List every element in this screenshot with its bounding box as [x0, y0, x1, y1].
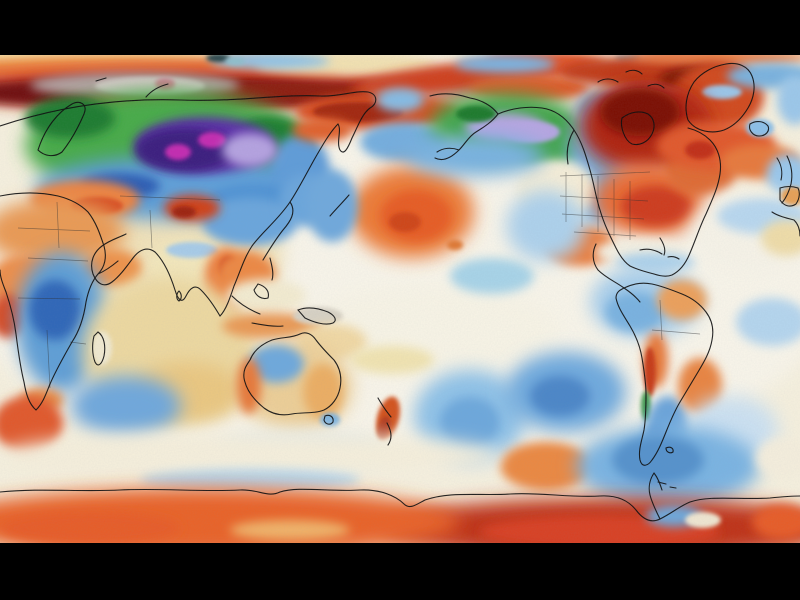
map-area — [0, 55, 800, 543]
letterbox-bottom — [0, 543, 800, 600]
map-grain-texture — [0, 55, 800, 543]
letterbox-top — [0, 0, 800, 55]
